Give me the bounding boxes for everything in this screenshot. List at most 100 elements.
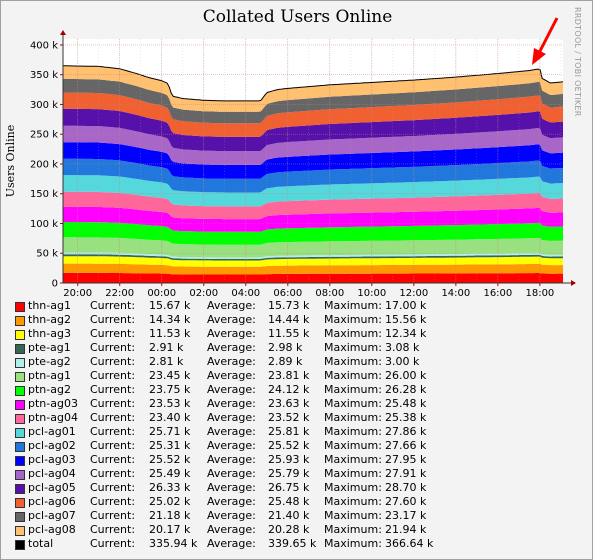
legend-current-label: Current:	[90, 523, 136, 536]
legend-current-value: 335.94 k	[149, 537, 198, 550]
legend-maximum-label: Maximum:	[324, 411, 382, 424]
legend-maximum-value: 25.38 k	[385, 411, 427, 424]
area-pcl-ag05	[63, 108, 563, 152]
area-pte-ag1	[63, 254, 563, 261]
legend-current-value: 23.53 k	[149, 397, 191, 410]
area-thn-ag2	[63, 263, 563, 275]
legend-average-label: Average:	[207, 327, 256, 340]
ytick-label: 100 k	[30, 219, 58, 230]
legend-current-label: Current:	[90, 453, 136, 466]
legend-average-value: 23.63 k	[268, 397, 310, 410]
legend-average-value: 25.52 k	[268, 439, 310, 452]
legend-name: pcl-ag03	[28, 453, 76, 466]
legend-current-label: Current:	[90, 509, 136, 522]
legend-swatch	[15, 470, 25, 480]
ytick-label: 150 k	[30, 189, 58, 200]
legend-maximum-value: 27.60 k	[385, 495, 427, 508]
legend-maximum-label: Maximum:	[324, 537, 382, 550]
legend-current-value: 25.02 k	[149, 495, 191, 508]
legend-swatch	[15, 512, 25, 522]
legend-maximum-label: Maximum:	[324, 299, 382, 312]
legend-current-value: 23.75 k	[149, 383, 191, 396]
xtick-label: 10:00	[357, 288, 386, 299]
legend-average-value: 2.98 k	[268, 341, 303, 354]
legend-current-value: 14.34 k	[149, 313, 191, 326]
legend-swatch	[15, 372, 25, 382]
legend-name: thn-ag1	[28, 299, 71, 312]
y-axis-label: Users Online	[4, 125, 17, 198]
legend-maximum-label: Maximum:	[324, 481, 382, 494]
legend-swatch	[15, 302, 25, 312]
legend-current-label: Current:	[90, 299, 136, 312]
legend-current-label: Current:	[90, 467, 136, 480]
area-pcl-ag02	[63, 158, 563, 193]
legend-current-value: 25.49 k	[149, 467, 191, 480]
legend-maximum-label: Maximum:	[324, 467, 382, 480]
legend-current-value: 21.18 k	[149, 509, 191, 522]
legend-maximum-value: 25.48 k	[385, 397, 427, 410]
legend-name: pcl-ag01	[28, 425, 76, 438]
legend-average-label: Average:	[207, 523, 256, 536]
area-thn-ag3	[63, 256, 563, 267]
legend-swatch	[15, 540, 25, 550]
legend-average-label: Average:	[207, 369, 256, 382]
area-pcl-ag04	[63, 125, 563, 165]
legend-average-value: 23.81 k	[268, 369, 310, 382]
legend-current-label: Current:	[90, 439, 136, 452]
area-pcl-ag06	[63, 92, 563, 137]
xtick-label: 22:00	[105, 288, 134, 299]
legend-average-value: 24.12 k	[268, 383, 310, 396]
area-pcl-ag08	[63, 65, 563, 112]
legend-average-label: Average:	[207, 495, 256, 508]
xtick-label: 00:00	[147, 288, 176, 299]
legend-average-label: Average:	[207, 537, 256, 550]
legend-swatch	[15, 414, 25, 424]
legend-name: ptn-ag04	[28, 411, 78, 424]
ytick-label: 400 k	[30, 40, 58, 51]
legend-name: total	[28, 537, 54, 550]
legend-swatch	[15, 344, 25, 354]
legend-average-label: Average:	[207, 411, 256, 424]
legend-current-label: Current:	[90, 425, 136, 438]
legend-name: thn-ag2	[28, 313, 71, 326]
legend-name: ptn-ag2	[28, 383, 71, 396]
legend-average-label: Average:	[207, 355, 256, 368]
legend-average-value: 23.52 k	[268, 411, 310, 424]
xtick-label: 04:00	[231, 288, 260, 299]
legend-maximum-value: 26.28 k	[385, 383, 427, 396]
legend-swatch	[15, 498, 25, 508]
legend-average-label: Average:	[207, 481, 256, 494]
ytick-label: 200 k	[30, 159, 58, 170]
legend-maximum-label: Maximum:	[324, 341, 382, 354]
ytick-label: 250 k	[30, 130, 58, 141]
legend-swatch	[15, 358, 25, 368]
legend-average-label: Average:	[207, 397, 256, 410]
area-pcl-ag01	[63, 175, 563, 207]
legend-current-label: Current:	[90, 383, 136, 396]
legend-current-value: 15.67 k	[149, 299, 191, 312]
legend-maximum-label: Maximum:	[324, 397, 382, 410]
area-ptn-ag1	[63, 237, 563, 258]
legend-average-value: 25.48 k	[268, 495, 310, 508]
xtick-label: 14:00	[441, 288, 470, 299]
legend-average-value: 25.81 k	[268, 425, 310, 438]
legend-current-value: 2.91 k	[149, 341, 184, 354]
legend-swatch	[15, 330, 25, 340]
legend-average-label: Average:	[207, 299, 256, 312]
legend-current-value: 25.31 k	[149, 439, 191, 452]
legend-current-value: 25.71 k	[149, 425, 191, 438]
area-pcl-ag07	[63, 78, 563, 124]
xtick-label: 12:00	[399, 288, 428, 299]
legend-maximum-label: Maximum:	[324, 439, 382, 452]
legend-average-label: Average:	[207, 383, 256, 396]
legend-name: pcl-ag06	[28, 495, 76, 508]
legend-current-label: Current:	[90, 481, 136, 494]
legend-average-label: Average:	[207, 509, 256, 522]
area-thn-ag1	[63, 272, 563, 283]
legend-average-value: 339.65 k	[268, 537, 317, 550]
legend-current-label: Current:	[90, 369, 136, 382]
legend-current-value: 20.17 k	[149, 523, 191, 536]
x-axis-arrowhead	[571, 280, 576, 286]
legend-average-value: 14.44 k	[268, 313, 310, 326]
